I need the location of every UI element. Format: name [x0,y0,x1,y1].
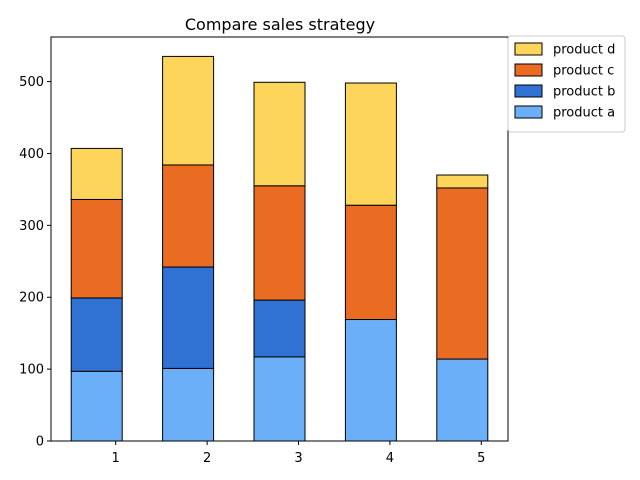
bars-layer [70,55,489,442]
y-tick-label: 200 [19,291,44,306]
bar-product-a-cat-5 [436,358,489,442]
y-tick-label: 100 [19,363,44,378]
axes-layer: 0 100 200 300 400 500 1 2 3 4 5 [19,36,509,466]
x-tick-label: 4 [386,451,394,466]
legend-label-product-d: product d [553,43,615,58]
bar-product-d-cat-5 [436,174,489,189]
bar-product-c-cat-2 [162,164,215,268]
legend: product d product c product b product a [507,35,626,133]
y-tick-label: 500 [19,75,44,90]
legend-label-product-b: product b [553,85,615,100]
bar-product-c-cat-1 [70,198,123,299]
bar-product-d-cat-4 [344,82,397,206]
plot-frame [50,36,509,442]
bar-product-d-cat-2 [162,55,215,166]
legend-label-product-a: product a [553,106,615,121]
legend-swatch-product-a [514,105,543,119]
legend-swatch-product-b [514,84,543,98]
y-tick-label: 400 [19,147,44,162]
bar-product-a-cat-3 [253,356,306,442]
y-tick-label: 0 [36,435,44,450]
x-tick-label: 5 [477,451,485,466]
legend-swatch-product-d [514,42,543,56]
chart-title: Compare sales strategy [185,15,375,34]
bar-product-a-cat-2 [162,367,215,442]
legend-label-product-c: product c [553,64,614,79]
bar-product-a-cat-1 [70,370,123,442]
bar-product-b-cat-3 [253,299,306,358]
x-tick-label: 1 [112,451,120,466]
x-tick-label: 2 [203,451,211,466]
bar-product-c-cat-3 [253,185,306,301]
bar-product-d-cat-3 [253,81,306,187]
bar-product-d-cat-1 [70,147,123,200]
bar-product-c-cat-5 [436,187,489,360]
legend-swatch-product-c [514,63,543,77]
bar-product-c-cat-4 [344,204,397,321]
x-tick-label: 3 [294,451,302,466]
bar-product-a-cat-4 [344,319,397,442]
bar-product-b-cat-2 [162,266,215,369]
bar-product-b-cat-1 [70,297,123,372]
y-tick-label: 300 [19,219,44,234]
